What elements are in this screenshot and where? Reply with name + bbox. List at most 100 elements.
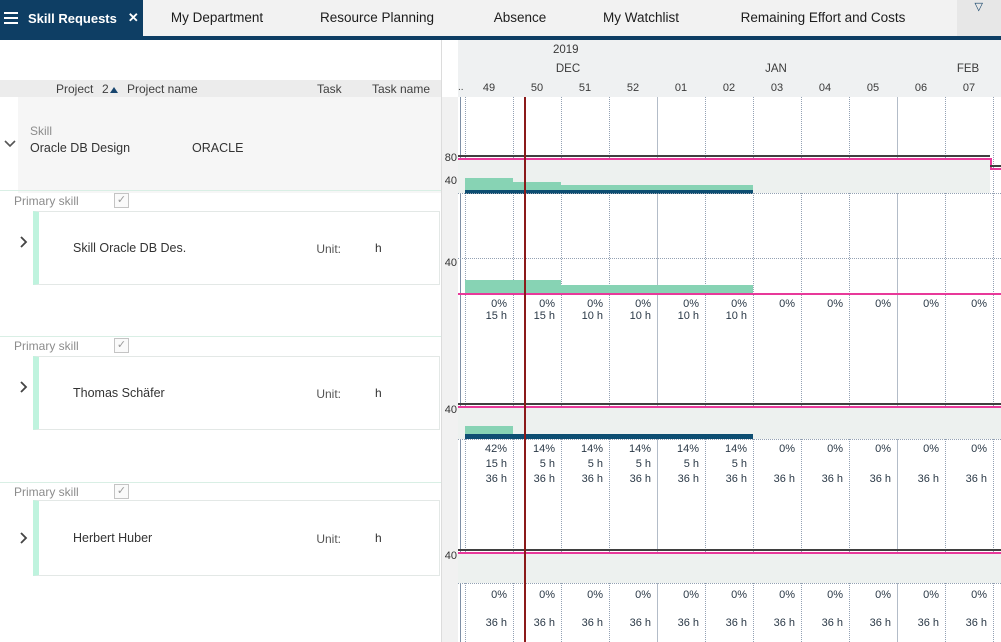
week-label: 01 [674, 82, 688, 94]
week-label: 07 [962, 82, 976, 94]
menu-icon[interactable] [4, 12, 18, 24]
availability-line [458, 552, 1001, 554]
planned-hours-row: 15 h 5 h 5 h 5 h 5 h 5 h [458, 458, 1001, 471]
primary-skill-checkbox[interactable]: ✓ [114, 193, 129, 208]
hours-value: 36 h [485, 473, 507, 485]
request-bar-w49-50 [465, 280, 561, 293]
unit-value: h [375, 241, 382, 255]
percent-value: 0% [587, 589, 603, 601]
week-gridline [705, 97, 706, 642]
primary-skill-label: Primary skill [14, 194, 79, 208]
tabbar-accent-border [0, 36, 1001, 40]
unit-value: h [375, 531, 382, 545]
tab-resource-planning[interactable]: Resource Planning [319, 10, 435, 25]
hours-value: 10 h [581, 310, 603, 322]
resource-name: Thomas Schäfer [73, 386, 165, 400]
hours-value: 36 h [917, 617, 939, 629]
load-bar-w49 [465, 426, 513, 434]
hours-value: 36 h [581, 473, 603, 485]
hours-value: 10 h [629, 310, 651, 322]
week-gridline [753, 97, 754, 642]
percent-value: 0% [539, 298, 555, 310]
percent-value: 0% [875, 443, 891, 455]
collapse-group-icon[interactable] [4, 140, 16, 148]
panel-splitter[interactable] [441, 40, 442, 642]
availability-line [458, 293, 1001, 295]
section-divider [0, 190, 441, 191]
hours-value: 36 h [581, 617, 603, 629]
hours-value: 36 h [629, 617, 651, 629]
unit-label: Unit: [316, 532, 341, 546]
tab-my-department[interactable]: My Department [170, 10, 264, 25]
percent-value: 0% [635, 589, 651, 601]
resource-row[interactable]: Thomas Schäfer Unit: h [33, 356, 440, 430]
week-gridline [801, 97, 802, 642]
load-bar-w50 [513, 182, 561, 190]
tab-remaining-effort-and-costs[interactable]: Remaining Effort and Costs [740, 10, 906, 25]
percent-value: 0% [971, 443, 987, 455]
percent-value: 0% [923, 443, 939, 455]
chevron-down-icon: ▽ [974, 1, 983, 13]
week-label: 05 [866, 82, 880, 94]
current-date-line [524, 97, 526, 642]
col-task[interactable]: Task [317, 82, 342, 96]
unit-label: Unit: [316, 242, 341, 256]
week-label: 49 [482, 82, 496, 94]
tab-skill-requests[interactable]: Skill Requests ✕ [0, 0, 143, 36]
col-project[interactable]: Project [56, 82, 94, 96]
week-gridline [465, 97, 466, 642]
timescale-weeks: .. 49 50 51 52 01 02 03 04 05 06 07 [458, 82, 1001, 95]
scale-40: 40 [444, 404, 457, 416]
baseline [458, 439, 1001, 440]
sort-badge[interactable]: 2 [102, 82, 118, 96]
primary-skill-checkbox[interactable]: ✓ [114, 338, 129, 353]
chart-left-boundary [460, 97, 461, 642]
hours-value: 5 h [683, 458, 699, 470]
week-gridline [513, 97, 514, 642]
percent-value: 0% [923, 298, 939, 310]
skill-group-row[interactable]: Skill Oracle DB Design ORACLE [18, 97, 441, 193]
capacity-line-step [990, 165, 1001, 167]
tab-overflow-button[interactable]: ▽ [957, 0, 1001, 36]
baseline [458, 193, 1001, 194]
timescale-header: 2019 DEC JAN FEB .. 49 50 51 52 01 02 03 04 05 06… [458, 40, 1001, 97]
percent-value: 0% [731, 589, 747, 601]
tab-absence[interactable]: Absence [493, 10, 547, 25]
primary-skill-checkbox[interactable]: ✓ [114, 484, 129, 499]
hours-value: 5 h [731, 458, 747, 470]
load-bar-w51-02 [561, 185, 753, 190]
available-hours-row: 36 h 36 h 36 h 36 h 36 h 36 h 36 h 36 h 36 h 36 h… [458, 473, 1001, 486]
col-project-name[interactable]: Project name [127, 82, 198, 96]
percent-row: 0% 0% 0% 0% 0% 0% 0% 0% 0% 0% 0% [458, 298, 1001, 311]
planned-bar [465, 434, 753, 439]
week-label: 04 [818, 82, 832, 94]
scale-40: 40 [444, 550, 457, 562]
week-gridline [849, 97, 850, 642]
unit-label: Unit: [316, 387, 341, 401]
hours-value: 15 h [485, 310, 507, 322]
percent-value: 0% [827, 443, 843, 455]
resource-row[interactable]: Herbert Huber Unit: h [33, 500, 440, 576]
scale-strip: 80 40 40 40 40 [442, 97, 458, 642]
expand-row-icon[interactable] [20, 532, 28, 544]
hours-value: 36 h [725, 473, 747, 485]
left-panel: Project 2 Project name Task Task name Sk… [0, 40, 441, 642]
availability-line [458, 406, 1001, 408]
skill-request-row[interactable]: Skill Oracle DB Des. Unit: h [33, 211, 440, 285]
hours-value: 36 h [869, 473, 891, 485]
percent-value: 0% [731, 298, 747, 310]
hours-value: 5 h [587, 458, 603, 470]
percent-value: 0% [683, 589, 699, 601]
tab-my-watchlist[interactable]: My Watchlist [602, 10, 680, 25]
percent-value: 0% [971, 589, 987, 601]
percent-value: 0% [779, 298, 795, 310]
percent-value: 0% [491, 589, 507, 601]
expand-row-icon[interactable] [20, 236, 28, 248]
col-task-name[interactable]: Task name [372, 82, 431, 96]
hours-value: 36 h [533, 617, 555, 629]
unit-value: h [375, 386, 382, 400]
primary-skill-label: Primary skill [14, 485, 79, 499]
expand-row-icon[interactable] [20, 381, 28, 393]
close-icon[interactable]: ✕ [127, 10, 139, 25]
hours-value: 36 h [965, 473, 987, 485]
